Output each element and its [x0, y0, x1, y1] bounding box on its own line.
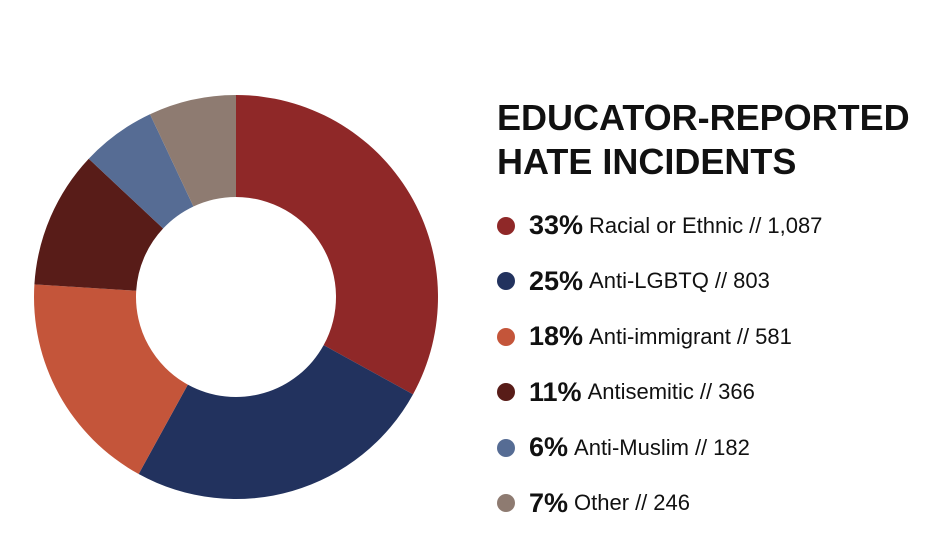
legend-item-racial-or-ethnic: 33% Racial or Ethnic // 1,087: [497, 198, 822, 254]
legend-count: 581: [755, 323, 792, 349]
donut-slice-other: [149, 95, 236, 207]
legend-item-anti-immigrant: 18% Anti-immigrant // 581: [497, 309, 822, 365]
legend-label: Other: [574, 490, 630, 516]
chart-title-line-2: HATE INCIDENTS: [497, 141, 797, 182]
legend-count: 246: [653, 490, 691, 516]
legend-separator: //: [635, 490, 648, 516]
legend-separator: //: [694, 434, 708, 460]
legend-swatch: [497, 494, 515, 513]
donut-slices: [33, 95, 438, 499]
legend-separator: //: [714, 268, 728, 294]
legend-count: 182: [713, 434, 750, 460]
legend-item-anti-muslim: 6% Anti-Muslim // 182: [497, 420, 822, 476]
legend-percent: 7%: [529, 487, 569, 518]
legend-count: 803: [733, 268, 770, 294]
legend-separator: //: [699, 379, 713, 405]
legend-swatch: [497, 327, 515, 346]
donut-slice-racial-or-ethnic: [236, 95, 438, 395]
legend-label: Anti-immigrant: [589, 323, 731, 349]
legend-count: 1,087: [767, 212, 823, 238]
legend-swatch: [497, 272, 515, 291]
donut-slice-anti-immigrant: [33, 284, 188, 475]
legend-percent: 11%: [529, 376, 582, 407]
legend-separator: //: [749, 212, 762, 238]
donut-slice-antisemitic: [34, 158, 164, 291]
legend-label: Anti-LGBTQ: [589, 268, 709, 294]
chart-title-line-1: EDUCATOR-REPORTED: [497, 97, 910, 138]
legend-percent: 18%: [529, 321, 584, 352]
legend-label: Anti-Muslim: [574, 434, 689, 460]
legend-swatch: [497, 216, 515, 235]
donut-chart: [33, 95, 438, 499]
legend-item-antisemitic: 11% Antisemitic // 366: [497, 365, 822, 421]
donut-slice-anti-muslim: [88, 114, 194, 229]
legend-swatch: [497, 383, 515, 402]
legend-percent: 33%: [529, 210, 584, 241]
legend-percent: 25%: [529, 265, 584, 296]
legend-item-other: 7% Other // 246: [497, 476, 822, 532]
legend-item-anti-lgbtq: 25% Anti-LGBTQ // 803: [497, 254, 822, 310]
legend-swatch: [497, 438, 515, 457]
legend-percent: 6%: [529, 432, 569, 463]
legend: 33% Racial or Ethnic // 1,087 25% Anti-L…: [497, 198, 822, 531]
chart-title: EDUCATOR-REPORTED HATE INCIDENTS: [497, 96, 927, 184]
legend-label: Racial or Ethnic: [589, 212, 744, 238]
legend-count: 366: [718, 379, 755, 405]
legend-separator: //: [736, 323, 750, 349]
donut-slice-anti-lgbtq: [138, 345, 414, 499]
legend-label: Antisemitic: [587, 379, 694, 405]
